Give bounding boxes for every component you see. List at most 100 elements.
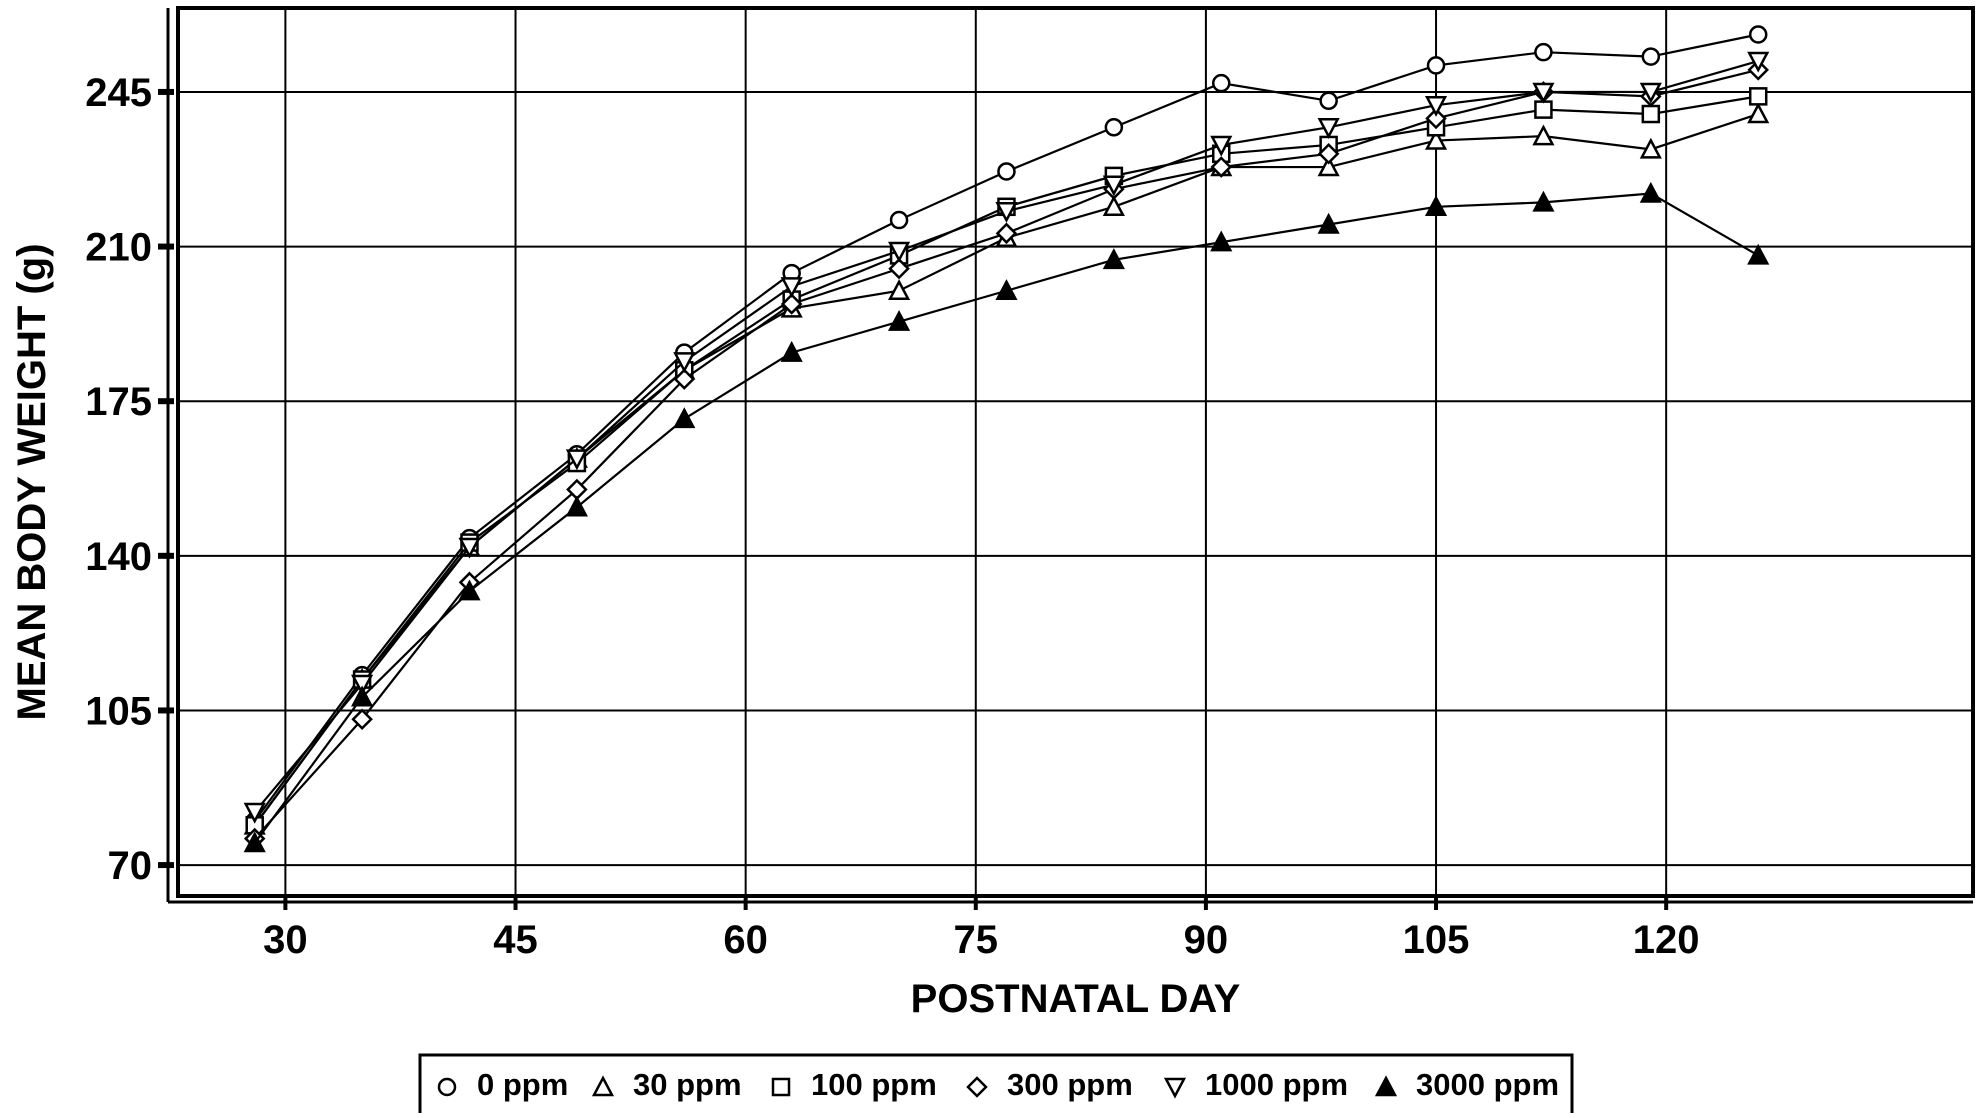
legend-marker bbox=[771, 1077, 791, 1097]
legend-item: 300 ppm bbox=[966, 1067, 1133, 1102]
data-point bbox=[1748, 25, 1768, 44]
data-point bbox=[565, 495, 588, 517]
y-axis-title: MEAN BODY WEIGHT (g) bbox=[10, 243, 54, 720]
data-point bbox=[1210, 135, 1233, 157]
data-point bbox=[1211, 73, 1231, 93]
data-point bbox=[1317, 155, 1340, 177]
data-point bbox=[995, 201, 1018, 223]
legend-label: 1000 ppm bbox=[1205, 1067, 1348, 1102]
legend-label: 30 ppm bbox=[633, 1067, 742, 1102]
data-point bbox=[1532, 124, 1555, 146]
data-point bbox=[887, 310, 911, 331]
legend-marker bbox=[1163, 1077, 1187, 1099]
data-point bbox=[888, 257, 910, 280]
y-tick-label: 140 bbox=[85, 535, 152, 579]
series-3000-ppm bbox=[243, 181, 1770, 853]
x-tick-label: 30 bbox=[263, 918, 308, 962]
data-point bbox=[1210, 156, 1233, 178]
data-point bbox=[1747, 243, 1770, 265]
data-point bbox=[1641, 104, 1661, 124]
y-tick-label: 245 bbox=[85, 71, 152, 115]
data-point bbox=[458, 579, 481, 601]
x-tick-label: 60 bbox=[723, 918, 768, 962]
data-point bbox=[243, 802, 266, 824]
data-point bbox=[997, 162, 1016, 181]
legend-item: 30 ppm bbox=[591, 1067, 742, 1102]
data-point bbox=[1104, 118, 1124, 137]
legend-box bbox=[418, 1053, 1574, 1117]
data-point bbox=[351, 674, 374, 696]
data-point bbox=[1102, 175, 1125, 197]
legend-label: 0 ppm bbox=[477, 1067, 568, 1102]
legend-label: 100 ppm bbox=[811, 1067, 937, 1102]
data-point bbox=[1425, 107, 1447, 130]
data-point bbox=[1319, 91, 1338, 111]
data-point bbox=[1748, 87, 1768, 106]
data-point bbox=[1639, 181, 1662, 203]
y-tick-label: 70 bbox=[108, 844, 153, 888]
y-tick-label: 210 bbox=[85, 226, 152, 270]
data-point bbox=[565, 449, 588, 471]
data-point bbox=[351, 708, 373, 731]
x-tick-label: 120 bbox=[1633, 918, 1700, 962]
series-line bbox=[253, 33, 1759, 822]
legend-item: 1000 ppm bbox=[1163, 1067, 1348, 1102]
data-point bbox=[673, 352, 696, 374]
data-point bbox=[1317, 118, 1340, 139]
data-point bbox=[1532, 190, 1555, 212]
plot-frame bbox=[176, 6, 1975, 898]
data-point bbox=[1639, 82, 1662, 104]
data-point bbox=[889, 210, 909, 230]
y-tick-label: 105 bbox=[85, 689, 152, 733]
data-point bbox=[1534, 100, 1553, 119]
x-tick-label: 90 bbox=[1184, 918, 1229, 962]
legend-marker bbox=[591, 1075, 615, 1097]
legend-item: 0 ppm bbox=[437, 1067, 568, 1102]
legend-item: 100 ppm bbox=[771, 1067, 937, 1102]
legend-marker bbox=[966, 1076, 988, 1098]
legend-label: 3000 ppm bbox=[1416, 1067, 1559, 1102]
legend-marker bbox=[437, 1077, 457, 1097]
data-point bbox=[1102, 195, 1125, 217]
data-point bbox=[995, 279, 1018, 300]
data-point bbox=[1424, 195, 1448, 217]
data-point bbox=[351, 685, 374, 707]
x-tick-label: 75 bbox=[954, 918, 999, 962]
data-point bbox=[1424, 95, 1448, 117]
data-point bbox=[1534, 42, 1553, 62]
series-1000-ppm bbox=[243, 51, 1770, 824]
data-point bbox=[780, 340, 803, 362]
data-point bbox=[887, 241, 911, 263]
data-point bbox=[1424, 128, 1448, 150]
data-point bbox=[995, 222, 1018, 245]
data-point bbox=[1102, 248, 1125, 270]
legend-item: 3000 ppm bbox=[1374, 1067, 1559, 1102]
data-point bbox=[243, 831, 266, 853]
data-point bbox=[458, 537, 481, 559]
y-tick-label: 175 bbox=[85, 380, 152, 424]
legend-marker bbox=[1374, 1075, 1398, 1097]
data-point bbox=[1426, 56, 1446, 75]
data-point bbox=[1747, 102, 1770, 124]
data-point bbox=[673, 368, 696, 390]
legend-label: 300 ppm bbox=[1007, 1067, 1133, 1102]
data-point bbox=[1317, 212, 1340, 234]
series-0-ppm bbox=[245, 25, 1768, 831]
x-tick-label: 45 bbox=[493, 918, 538, 962]
data-point bbox=[1641, 47, 1661, 66]
series-line bbox=[253, 68, 1759, 840]
x-tick-label: 105 bbox=[1403, 918, 1470, 962]
data-point bbox=[673, 407, 696, 429]
data-point bbox=[780, 293, 803, 315]
data-point bbox=[1532, 82, 1555, 104]
data-point bbox=[887, 279, 911, 300]
x-axis-title: POSTNATAL DAY bbox=[911, 977, 1241, 1021]
data-point bbox=[1747, 51, 1770, 73]
data-point bbox=[780, 277, 803, 298]
data-point bbox=[1639, 137, 1662, 159]
data-point bbox=[1210, 230, 1233, 252]
data-point bbox=[1317, 143, 1340, 165]
series-100-ppm bbox=[245, 87, 1768, 835]
